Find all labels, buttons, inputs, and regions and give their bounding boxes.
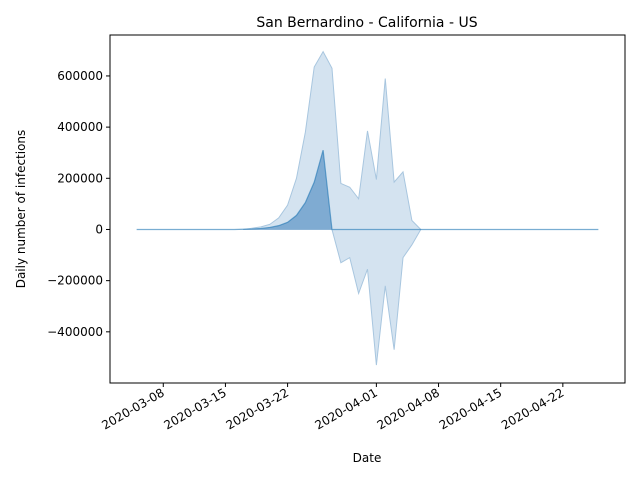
y-tick-label: 0 xyxy=(95,222,103,236)
x-axis-label: Date xyxy=(353,451,382,465)
x-tick-label: 2020-04-15 xyxy=(437,385,504,432)
y-tick-label: 600000 xyxy=(57,69,103,83)
plot-area xyxy=(136,50,599,366)
x-tick-label: 2020-04-01 xyxy=(312,385,379,432)
x-tick-label: 2020-03-22 xyxy=(224,385,291,432)
y-tick-label: −400000 xyxy=(47,325,103,339)
y-tick-label: 200000 xyxy=(57,171,103,185)
y-tick-label: 400000 xyxy=(57,120,103,134)
x-tick-label: 2020-03-15 xyxy=(162,385,229,432)
uncertainty-band xyxy=(243,50,422,366)
estimate-line xyxy=(136,149,599,231)
chart-title: San Bernardino - California - US xyxy=(256,15,477,31)
y-tick-label: −200000 xyxy=(47,274,103,288)
x-tick-label: 2020-03-08 xyxy=(99,385,166,432)
x-tick-label: 2020-04-08 xyxy=(375,385,442,432)
axes-frame xyxy=(109,34,626,384)
x-tick-label: 2020-04-22 xyxy=(499,385,566,432)
y-axis-label: Daily number of infections xyxy=(14,130,28,289)
